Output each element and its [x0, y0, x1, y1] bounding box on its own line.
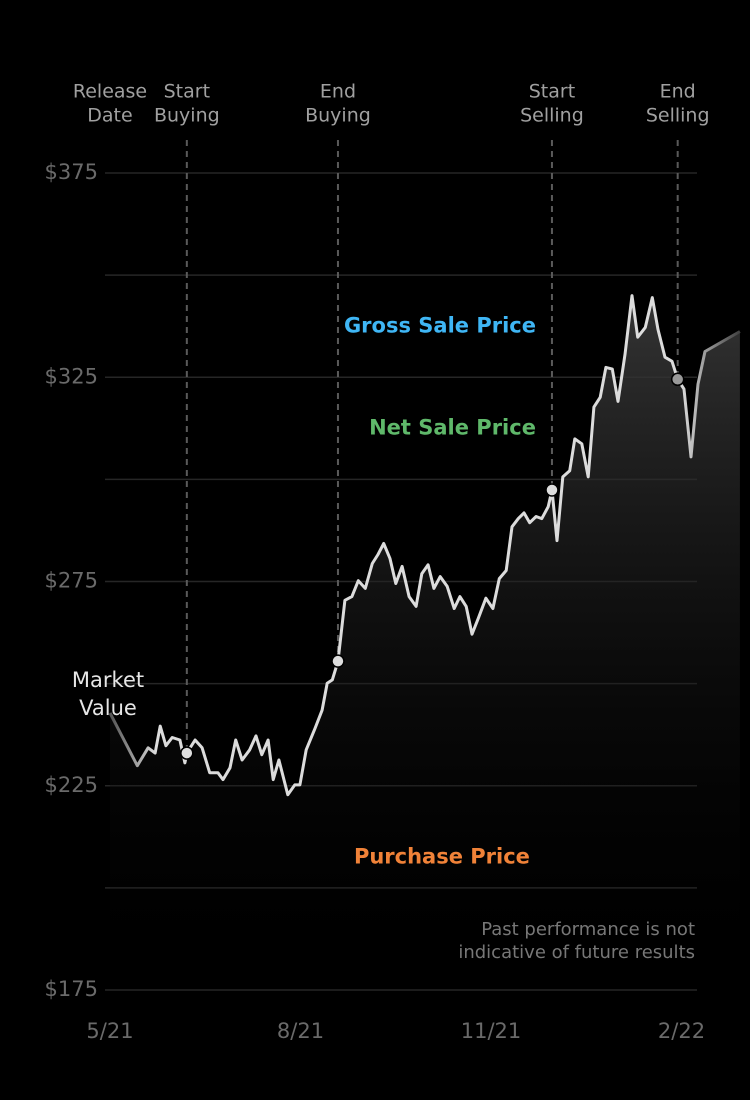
event-label: Selling	[646, 105, 710, 127]
y-tick-label: $325	[45, 364, 98, 388]
y-tick-label: $175	[45, 977, 98, 1001]
x-tick-label: 8/21	[277, 1019, 324, 1043]
series-label: Value	[79, 696, 137, 720]
x-tick-label: 11/21	[461, 1019, 522, 1043]
disclaimer: indicative of future results	[458, 942, 695, 963]
y-tick-label: $225	[45, 773, 98, 797]
event-point	[331, 654, 345, 668]
x-tick-label: 5/21	[86, 1019, 133, 1043]
event-label: Release	[73, 81, 147, 103]
event-point	[545, 483, 559, 497]
price-label: Gross Sale Price	[344, 314, 536, 338]
event-point	[180, 746, 194, 760]
event-label: End	[660, 81, 696, 103]
event-label: Start	[164, 81, 210, 103]
event-label: Selling	[520, 105, 584, 127]
price-label: Purchase Price	[354, 845, 530, 869]
event-label: Start	[529, 81, 575, 103]
event-label: End	[320, 81, 356, 103]
x-tick-label: 2/22	[658, 1019, 705, 1043]
event-label: Date	[87, 105, 132, 127]
series-label: Market	[72, 668, 144, 692]
event-point	[670, 372, 685, 387]
y-tick-label: $275	[45, 569, 98, 593]
area	[110, 295, 740, 991]
disclaimer: Past performance is not	[481, 919, 695, 940]
event-label: Buying	[154, 105, 220, 127]
price-label: Net Sale Price	[369, 415, 536, 439]
event-label: Buying	[305, 105, 371, 127]
y-tick-label: $375	[45, 160, 98, 184]
market-value-line	[108, 294, 741, 797]
